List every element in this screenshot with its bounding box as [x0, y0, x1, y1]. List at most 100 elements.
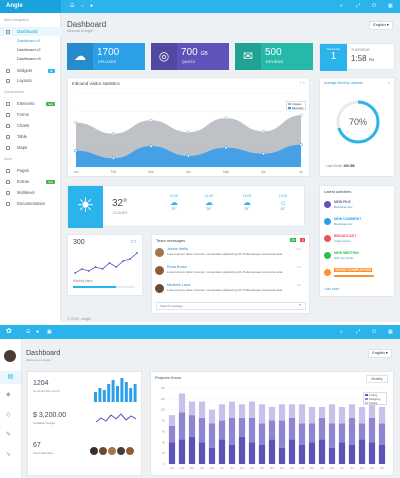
- card-title: Average Monthly Uploads: [324, 81, 363, 85]
- date-day: 1: [330, 51, 337, 62]
- brand-logo[interactable]: Angle: [0, 0, 61, 13]
- message-item[interactable]: Rosa Burke Lorem ipsum dolor sit amet, co…: [155, 264, 305, 285]
- sidebar-item-maps[interactable]: Maps: [0, 143, 61, 152]
- fullscreen-icon[interactable]: ⤢: [356, 329, 361, 335]
- mini-bar: [98, 388, 102, 402]
- widgets-badge: 30: [47, 68, 55, 73]
- period-select[interactable]: Monthly: [366, 375, 388, 383]
- close-icon[interactable]: ×: [387, 80, 390, 85]
- mini-bar: [111, 380, 115, 402]
- x-tick-label: Jun: [261, 170, 266, 174]
- activity-item[interactable]: NEW COMMENT Bootstrap.doc: [324, 216, 384, 232]
- bar-segment-coding: [378, 445, 386, 464]
- data-point: [261, 152, 266, 156]
- chart-title: Inbound visitor statistics: [72, 81, 120, 86]
- date-widget: November 1 THURSDAY 1:58 PM: [319, 43, 395, 71]
- date-day-box: November 1: [320, 44, 347, 71]
- activity-item[interactable]: NEW FILE Bootstrap.doc: [324, 199, 384, 215]
- bar-segment-coding: [228, 445, 236, 464]
- sidebar-item-extras[interactable]: Extras new: [0, 177, 61, 186]
- x-tick-label: Jul: [350, 466, 354, 470]
- grid-icon[interactable]: ▦: [388, 3, 393, 9]
- sidebar-item-forms[interactable]: Forms: [0, 110, 61, 119]
- activity-item[interactable]: BROADCAST Angle theme: [324, 233, 384, 249]
- sidebar-subitem-dashboard-v3[interactable]: Dashboard v3: [17, 57, 41, 61]
- bar-segment-coding: [358, 439, 366, 464]
- x-tick-label: Jan: [290, 466, 295, 470]
- message-text: Lorem ipsum dolor sit amet, consectetur …: [167, 252, 284, 256]
- card-title: Projects Hours: [155, 375, 182, 380]
- message-item[interactable]: Jessie Wells Lorem ipsum dolor sit amet, …: [155, 246, 305, 267]
- lock-icon[interactable]: ▣: [47, 329, 52, 335]
- sidebar-item-elements[interactable]: Elements new: [0, 99, 61, 108]
- bar-segment-coding: [188, 436, 196, 464]
- user-icon[interactable]: ●: [36, 329, 40, 335]
- bar-segment-designing: [248, 417, 256, 443]
- sidebar-item-dashboard[interactable]: Dashboard: [0, 27, 61, 36]
- search-icon[interactable]: ⌕: [340, 329, 343, 335]
- menu-icon[interactable]: ☰: [70, 3, 75, 9]
- layouts-icon[interactable]: ◇: [6, 412, 11, 418]
- brand-logo-icon[interactable]: ✿: [6, 328, 12, 335]
- grid-icon[interactable]: ▦: [388, 329, 393, 335]
- sidebar-item-charts[interactable]: Charts: [0, 121, 61, 130]
- mini-bar: [129, 388, 133, 402]
- charts-icon: [6, 124, 10, 128]
- activity-item[interactable]: NEW MEETING with Joy Smith: [324, 250, 384, 266]
- forecast-time: 11:00: [204, 194, 214, 198]
- elements-icon[interactable]: ✎: [6, 432, 12, 438]
- sidebar-item-widgets[interactable]: Widgets 30: [0, 66, 61, 75]
- x-tick-label: Jan: [170, 466, 175, 470]
- dashboard-icon[interactable]: ▤: [0, 371, 21, 384]
- bar-segment-coding: [218, 439, 226, 464]
- chat-icon: ✉: [235, 43, 261, 70]
- summary-stats-card: 1204 Commits this month $ 3,200.00 Avail…: [27, 371, 142, 476]
- charts-icon[interactable]: ∿: [6, 452, 12, 458]
- avatar[interactable]: [126, 447, 134, 455]
- avatar[interactable]: [108, 447, 116, 455]
- expand-icon[interactable]: ⇔: [80, 3, 85, 9]
- search-icon[interactable]: ⌕: [340, 3, 343, 9]
- message-item[interactable]: Michelle Lane Lorem ipsum dolor sit amet,…: [155, 282, 305, 303]
- visitor-chart-card: Inbound visitor statistics − × Jan Feb Mar…: [67, 77, 310, 177]
- sidebar-item-multilevel[interactable]: Multilevel: [0, 188, 61, 197]
- bar-segment-testing: [298, 404, 306, 424]
- tasks-icon: [324, 269, 331, 276]
- x-tick-label: May: [330, 466, 336, 470]
- bar-segment-coding: [288, 439, 296, 464]
- fullscreen-icon[interactable]: ⤢: [356, 3, 361, 9]
- sidebar-subitem-dashboard-v1[interactable]: Dashboard v1: [17, 39, 41, 43]
- sidebar-item-pages[interactable]: Pages: [0, 166, 61, 175]
- page-subtitle: Welcome to Angle !: [26, 358, 52, 362]
- activity-item[interactable]: TASKS COMPLETION: [324, 267, 384, 283]
- meeting-icon: [324, 252, 331, 259]
- message-search-input[interactable]: [156, 302, 306, 310]
- power-icon[interactable]: ⏻: [372, 329, 376, 335]
- sidebar-item-label: Forms: [17, 112, 29, 117]
- sidebar-item-table[interactable]: Table: [0, 132, 61, 141]
- load-more-link[interactable]: Load more: [324, 287, 340, 291]
- user-avatar[interactable]: [4, 350, 16, 362]
- y-tick-label: 120: [161, 397, 166, 401]
- bar-segment-coding: [348, 445, 356, 464]
- sidebar-subitem-dashboard-v2[interactable]: Dashboard v2: [17, 48, 41, 52]
- x-tick-label: Jun: [340, 466, 345, 470]
- bar-segment-coding: [258, 445, 266, 464]
- card-tools[interactable]: − ×: [299, 80, 305, 85]
- avatar[interactable]: [117, 447, 125, 455]
- avatar[interactable]: [90, 447, 98, 455]
- sidebar-item-documentation[interactable]: Documentation: [0, 199, 61, 208]
- menu-icon[interactable]: ☰: [26, 329, 31, 335]
- user-icon[interactable]: ●: [90, 3, 94, 9]
- widgets-icon[interactable]: ◈: [6, 392, 11, 398]
- power-icon[interactable]: ⏻: [372, 3, 376, 9]
- bar-segment-testing: [208, 409, 216, 424]
- progress-ring: 70%: [336, 100, 380, 144]
- language-dropdown[interactable]: English ▾: [369, 21, 393, 30]
- bar-segment-testing: [328, 404, 336, 424]
- legend-label: Testing: [369, 401, 378, 405]
- search-icon[interactable]: ⌕: [298, 302, 301, 307]
- sidebar-item-layouts[interactable]: Layouts: [0, 76, 61, 85]
- language-dropdown[interactable]: English ▾: [368, 349, 392, 358]
- avatar[interactable]: [99, 447, 107, 455]
